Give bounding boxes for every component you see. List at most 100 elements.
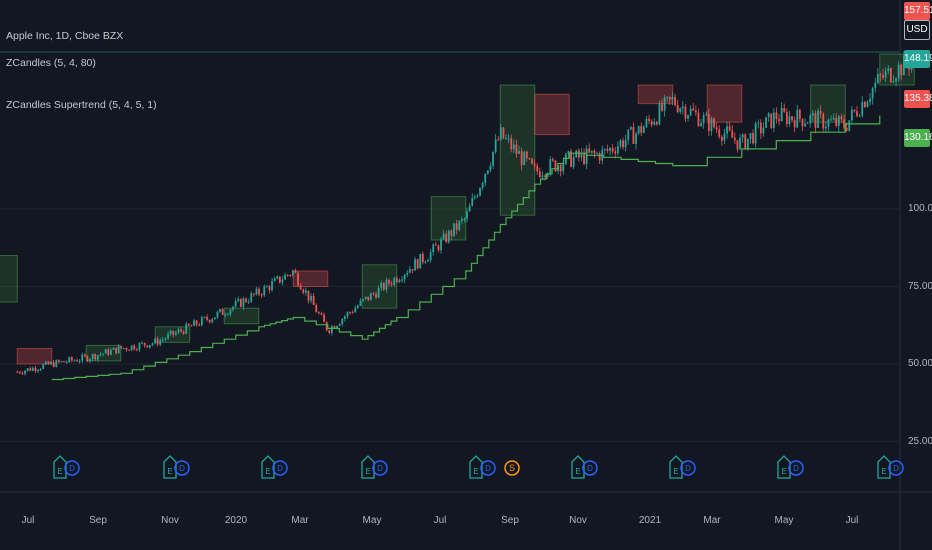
- candle-body: [125, 348, 128, 350]
- candle-body: [424, 261, 427, 263]
- candle-body: [655, 122, 658, 125]
- split-icon: [504, 460, 520, 476]
- candle-body: [440, 239, 442, 251]
- candle-body: [263, 286, 266, 296]
- supertrend-line: [51, 115, 881, 381]
- candle-body: [213, 317, 216, 320]
- y-tick-label: 25.00: [908, 435, 932, 447]
- candle-body: [187, 323, 190, 326]
- candle-body: [780, 108, 783, 122]
- candle-body: [346, 312, 349, 317]
- candle-body: [24, 370, 26, 374]
- candle-body: [252, 293, 255, 295]
- candle-body: [427, 260, 429, 262]
- candle-body: [707, 114, 710, 132]
- candle-body: [177, 329, 180, 333]
- candle-body: [785, 111, 788, 125]
- candle-body: [250, 293, 253, 302]
- candle-body: [414, 259, 416, 271]
- candle-body: [193, 320, 195, 326]
- candle-body: [460, 219, 463, 221]
- indicator-legend-zcandles[interactable]: ZCandles (5, 4, 80): [6, 57, 96, 69]
- candle-body: [603, 149, 606, 151]
- candle-body: [884, 71, 887, 78]
- dividend-icon-label: D: [485, 464, 491, 473]
- candle-body: [317, 312, 320, 314]
- candle-body: [658, 103, 661, 125]
- candle-body: [759, 122, 762, 134]
- zone-box-red: [534, 93, 570, 136]
- candle-body: [765, 117, 767, 128]
- candle-body: [544, 175, 546, 177]
- candle-body: [814, 113, 817, 128]
- currency-badge[interactable]: USD: [904, 20, 930, 40]
- candle-body: [390, 283, 393, 285]
- candle-body: [429, 251, 432, 261]
- candle-body: [208, 319, 211, 323]
- split-icon-label: S: [509, 463, 515, 473]
- candle-body: [681, 106, 684, 109]
- candle-body: [57, 360, 60, 362]
- x-tick-label: May: [774, 515, 794, 526]
- candle-body: [239, 298, 242, 307]
- candle-body: [359, 300, 362, 306]
- candle-body: [619, 140, 622, 147]
- candle-body: [705, 114, 708, 116]
- candle-body: [455, 223, 458, 230]
- dividend-icon-label: D: [277, 464, 283, 473]
- indicator-legend-supertrend[interactable]: ZCandles Supertrend (5, 4, 5, 1): [6, 99, 157, 111]
- candle-body: [37, 369, 39, 372]
- dividend-icon: [64, 460, 80, 476]
- candle-body: [798, 109, 801, 119]
- candle-body: [458, 220, 461, 230]
- candle-body: [468, 205, 471, 212]
- candle-body: [312, 296, 315, 306]
- candle-body: [356, 305, 359, 309]
- candle-body: [700, 123, 702, 127]
- candle-body: [229, 309, 232, 315]
- candle-body: [78, 360, 81, 362]
- candle-body: [538, 171, 541, 178]
- symbol-legend[interactable]: Apple Inc, 1D, Cboe BZX: [6, 30, 124, 42]
- candle-body: [811, 113, 814, 116]
- candle-body: [107, 349, 110, 355]
- candle-body: [60, 361, 63, 363]
- dividend-icon: [372, 460, 388, 476]
- candle-body: [81, 354, 84, 361]
- candle-body: [715, 127, 718, 130]
- candle-body: [746, 138, 749, 150]
- candle-body: [42, 364, 45, 369]
- candle-body: [702, 115, 705, 124]
- candle-body: [408, 269, 411, 273]
- candle-body: [416, 259, 419, 269]
- candle-body: [793, 120, 796, 128]
- candle-body: [666, 96, 669, 98]
- candle-body: [533, 163, 536, 166]
- candle-body: [115, 347, 117, 354]
- candle-body: [518, 151, 520, 154]
- candle-body: [382, 282, 385, 290]
- candle-body: [133, 345, 136, 350]
- candle-body: [206, 316, 208, 320]
- candle-body: [492, 151, 494, 166]
- candle-body: [154, 338, 156, 344]
- candle-body: [830, 119, 832, 121]
- candle-body: [151, 343, 154, 345]
- candle-body: [273, 278, 276, 282]
- candle-body: [837, 116, 840, 126]
- candle-body: [437, 245, 440, 251]
- candle-body: [421, 253, 424, 262]
- candle-body: [393, 277, 396, 285]
- candle-body: [411, 269, 414, 271]
- candle-body: [650, 120, 653, 125]
- zone-price-badge: 135.38: [904, 90, 932, 108]
- candle-body: [590, 150, 593, 153]
- candle-body: [549, 159, 552, 174]
- candle-body: [728, 126, 731, 131]
- candle-body: [96, 355, 99, 360]
- x-tick-label: Sep: [501, 515, 519, 526]
- candle-body: [104, 349, 107, 354]
- candle-body: [47, 361, 50, 365]
- dividend-icon: [680, 460, 696, 476]
